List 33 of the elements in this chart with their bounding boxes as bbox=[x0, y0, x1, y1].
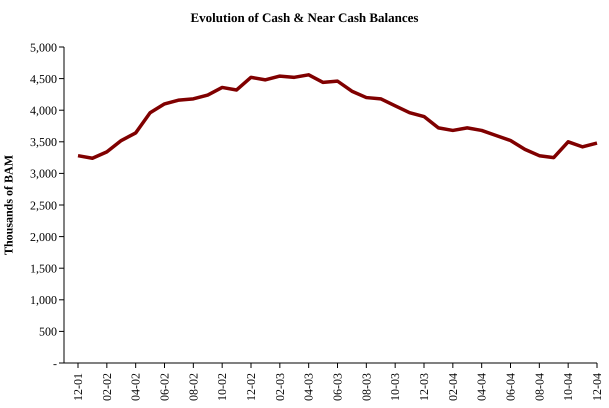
y-axis-title: Thousands of BAM bbox=[1, 154, 16, 256]
x-tick-label: 10-03 bbox=[388, 373, 402, 401]
x-tick-label: 04-02 bbox=[128, 373, 143, 401]
x-tick-label: 06-02 bbox=[158, 373, 172, 401]
x-tick-label: 12-02 bbox=[244, 373, 258, 401]
chart-title: Evolution of Cash & Near Cash Balances bbox=[189, 10, 420, 26]
y-tick-label: 3,500 bbox=[30, 135, 57, 150]
y-tick-label: 1,000 bbox=[30, 293, 57, 308]
x-tick-label: 10-04 bbox=[561, 373, 576, 401]
x-tick-label: 04-04 bbox=[474, 373, 489, 401]
y-tick-label: 500 bbox=[39, 324, 57, 339]
x-tick-label: 08-04 bbox=[532, 373, 546, 401]
x-tick-label: 02-02 bbox=[100, 373, 114, 401]
x-tick-label: 06-03 bbox=[330, 373, 344, 401]
x-tick-label: 06-04 bbox=[504, 373, 518, 401]
y-tick-label: 3,000 bbox=[30, 166, 57, 181]
x-tick-label: 02-04 bbox=[446, 373, 460, 401]
x-tick-label: 08-02 bbox=[186, 373, 200, 401]
x-tick-label: 12-01 bbox=[71, 373, 85, 401]
y-tick-label: 1,500 bbox=[30, 261, 57, 276]
y-tick-label: 2,000 bbox=[30, 230, 57, 244]
x-tick-label: 02-03 bbox=[272, 373, 287, 401]
y-tick-label: - bbox=[53, 356, 57, 370]
y-tick-label: 2,500 bbox=[30, 198, 57, 212]
line-series bbox=[76, 73, 599, 160]
y-tick-label: 4,500 bbox=[30, 72, 57, 86]
x-tick-label: 12-03 bbox=[417, 373, 431, 401]
y-tick-label: 4,000 bbox=[30, 103, 57, 118]
x-tick-label: 08-03 bbox=[359, 373, 374, 401]
x-tick-label: 10-02 bbox=[215, 373, 230, 401]
y-tick-label: 5,000 bbox=[30, 40, 57, 54]
x-tick-label: 04-03 bbox=[302, 373, 316, 401]
x-tick-label: 12-04 bbox=[590, 373, 604, 401]
